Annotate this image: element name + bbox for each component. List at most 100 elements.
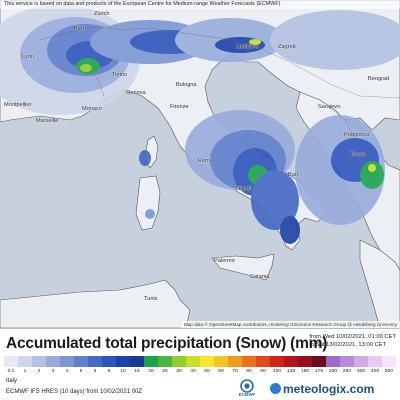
city-label: Bern: [74, 26, 86, 32]
precipitation-map[interactable]: This service is based on data and produc…: [0, 0, 400, 328]
color-swatch: [102, 356, 116, 367]
scale-tick-label: 2: [37, 369, 41, 374]
color-swatch: [18, 356, 32, 367]
scale-tick-label: 8: [107, 369, 111, 374]
city-label: Roma: [198, 158, 213, 164]
city-label: Catania: [250, 274, 270, 280]
forecast-period: from Wed 10/02/2021, 01:00 CET to Sat 13…: [309, 334, 396, 349]
scale-tick-label: 5: [79, 369, 83, 374]
scale-tick-label: 60: [218, 369, 224, 374]
color-swatch: [200, 356, 214, 367]
city-label: Beograd: [368, 76, 390, 82]
north-africa-land: [0, 279, 191, 328]
period-to: to Sat 13/02/2021, 13:00 CET: [309, 341, 387, 348]
city-label: Palermo: [214, 258, 235, 264]
city-label: Zagreb: [278, 44, 296, 50]
color-swatch: [116, 356, 130, 367]
ecmwf-logo: ECMWF: [239, 379, 256, 397]
color-swatch: [242, 356, 256, 367]
city-label: Bari: [288, 172, 298, 178]
color-swatch: [144, 356, 158, 367]
city-label: Genova: [126, 90, 146, 96]
color-swatch: [88, 356, 102, 367]
scale-tick-label: 300: [356, 369, 366, 374]
scale-tick-label: 80: [246, 369, 252, 374]
city-label: Napoli: [236, 186, 252, 192]
map-attribution: Map data © OpenStreetMap contributors, r…: [180, 321, 400, 328]
color-swatch: [270, 356, 284, 367]
color-swatch: [158, 356, 172, 367]
legend-panel: Accumulated total precipitation (Snow) (…: [0, 328, 400, 400]
scale-tick-label: 100: [272, 369, 282, 374]
city-label: Tunis: [144, 296, 158, 302]
scale-tick-label: 90: [260, 369, 266, 374]
color-swatch: [214, 356, 228, 367]
scale-tick-label: 1: [23, 369, 27, 374]
region-label: Italy: [6, 378, 18, 384]
scale-tick-label: 40: [190, 369, 196, 374]
color-swatch: [340, 356, 354, 367]
scale-tick-label: 4: [65, 369, 69, 374]
scale-tick-label: 30: [176, 369, 182, 374]
city-label: Firenze: [170, 104, 189, 110]
meteologix-logo-icon: [270, 383, 281, 394]
color-swatch: [74, 356, 88, 367]
scale-tick-label: 25: [162, 369, 168, 374]
city-label: Sarajevo: [318, 104, 341, 110]
greece-land: [359, 239, 400, 328]
color-swatch: [326, 356, 340, 367]
color-swatch: [256, 356, 270, 367]
scale-tick-label: 250: [342, 369, 352, 374]
color-swatch: [4, 356, 18, 367]
model-label: ECMWF IFS HRES (10 days) from 10/02/2021…: [6, 389, 143, 395]
scale-tick-label: 10: [120, 369, 126, 374]
city-label: Ljubljana: [236, 44, 259, 50]
scale-tick-label: 6: [93, 369, 97, 374]
legend-title: Accumulated total precipitation (Snow) (…: [6, 335, 328, 352]
precip-overlay: [0, 5, 400, 244]
color-swatch: [172, 356, 186, 367]
scale-tick-label: 15: [134, 369, 140, 374]
period-from: from Wed 10/02/2021, 01:00 CET: [309, 334, 396, 340]
country-borders: [39, 25, 400, 181]
ecmwf-logo-text: ECMWF: [239, 392, 256, 397]
color-swatch: [32, 356, 46, 367]
scale-tick-label: 0.1: [7, 369, 15, 374]
color-swatch: [46, 356, 60, 367]
city-label: Montpellier: [4, 102, 32, 108]
scale-tick-label: 3: [51, 369, 55, 374]
color-swatch: [130, 356, 144, 367]
color-swatch: [312, 356, 326, 367]
city-label: Marseille: [36, 118, 59, 124]
city-label: Zürich: [94, 11, 110, 17]
color-swatch: [60, 356, 74, 367]
city-label: Lyon: [22, 54, 34, 60]
ecmwf-data-notice: This service is based on data and produc…: [0, 0, 400, 9]
scale-tick-label: 500: [384, 369, 394, 374]
city-label: Podgorica: [344, 132, 370, 138]
scale-tick-label: 150: [300, 369, 310, 374]
color-swatch: [382, 356, 396, 367]
color-swatch: [354, 356, 368, 367]
map-canvas: [0, 0, 400, 328]
color-swatch: [368, 356, 382, 367]
color-swatch: [186, 356, 200, 367]
city-label: Tirana: [350, 152, 366, 158]
color-swatch: [298, 356, 312, 367]
scale-tick-label: 50: [204, 369, 210, 374]
color-swatch: [284, 356, 298, 367]
scale-tick-label: 125: [286, 369, 296, 374]
sicily-island: [211, 253, 275, 281]
scale-tick-label: 400: [370, 369, 380, 374]
scale-tick-label: 200: [328, 369, 338, 374]
scale-tick-label: 20: [148, 369, 154, 374]
color-scale-ticks: 0.1 1 2 3 4 5 6 8 10 15 20 25 30 40 50 60 70 80 90 100 125 15…: [4, 368, 396, 376]
city-label: Bologna: [176, 82, 197, 88]
city-label: Torino: [112, 72, 128, 78]
scale-tick-label: 70: [232, 369, 238, 374]
color-swatch: [228, 356, 242, 367]
city-label: Monaco: [82, 106, 102, 112]
scale-tick-label: 175: [314, 369, 324, 374]
meteologix-brand[interactable]: meteologix.com: [283, 382, 375, 396]
